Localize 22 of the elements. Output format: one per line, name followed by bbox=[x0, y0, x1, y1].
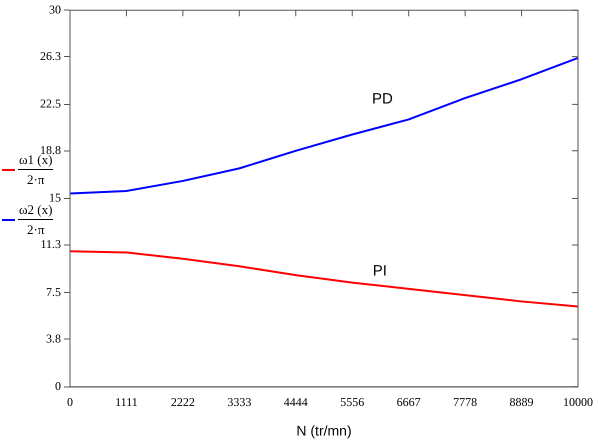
x-tick-label: 8889 bbox=[510, 395, 534, 410]
y-tick-label: 11.3 bbox=[40, 237, 61, 252]
x-tick-label: 4444 bbox=[284, 395, 308, 410]
y-tick-label: 3.8 bbox=[46, 331, 61, 346]
legend-label: ω2 (x) 2·π bbox=[18, 202, 54, 238]
y-tick-label: 15 bbox=[49, 190, 61, 205]
y-tick-label: 0 bbox=[55, 378, 61, 393]
x-tick-label: 5556 bbox=[340, 395, 364, 410]
annotation: PI bbox=[372, 262, 387, 280]
x-tick-label: 10000 bbox=[563, 395, 593, 410]
y-tick-label: 26.3 bbox=[40, 48, 61, 63]
annotation: PD bbox=[372, 90, 394, 108]
x-tick-label: 1111 bbox=[115, 395, 138, 410]
x-tick-label: 0 bbox=[67, 395, 73, 410]
y-tick-label: 22.5 bbox=[40, 96, 61, 111]
x-tick-label: 3333 bbox=[227, 395, 252, 410]
x-axis-title: N (tr/mn) bbox=[296, 422, 352, 438]
y-tick-label: 7.5 bbox=[46, 284, 61, 299]
x-tick-label: 6667 bbox=[396, 395, 421, 410]
y-tick-label: 30 bbox=[49, 2, 61, 16]
x-tick-label: 7778 bbox=[453, 395, 478, 410]
x-tick-label: 2222 bbox=[170, 395, 195, 410]
